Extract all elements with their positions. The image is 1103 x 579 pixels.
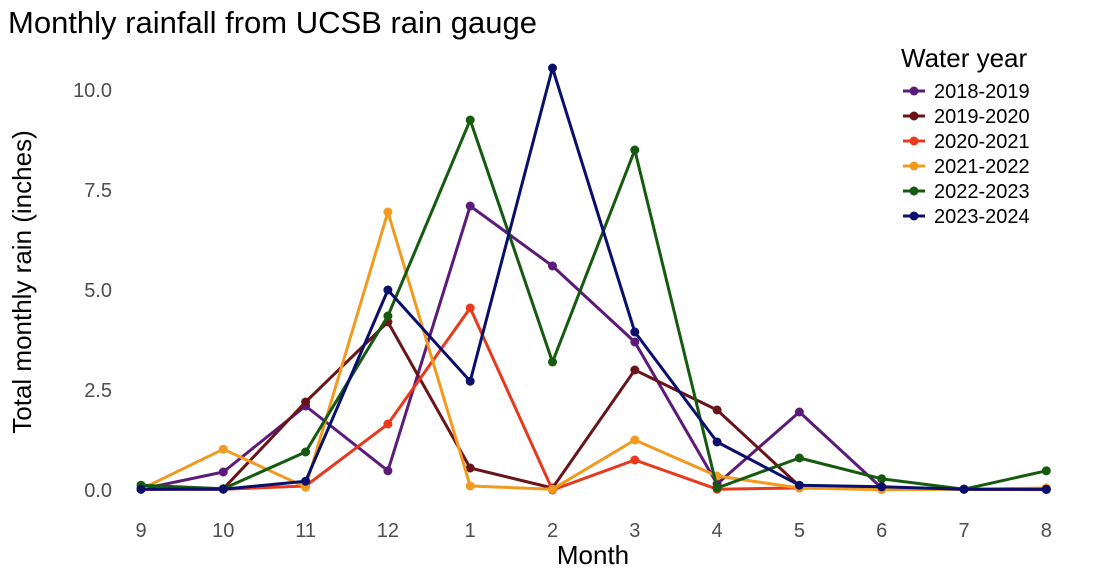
y-tick-label: 5.0 bbox=[84, 280, 112, 302]
data-point bbox=[465, 303, 475, 313]
legend-swatch-point bbox=[909, 86, 919, 96]
x-tick-label: 5 bbox=[794, 520, 805, 542]
series-line-2021-2022 bbox=[140, 210, 1047, 492]
x-tick-label: 10 bbox=[212, 520, 234, 542]
data-point bbox=[301, 447, 311, 457]
y-tick-label: 7.5 bbox=[84, 180, 112, 202]
series-line-2023-2024 bbox=[141, 66, 1047, 491]
data-point bbox=[959, 484, 969, 494]
legend-label: 2018-2019 bbox=[934, 81, 1030, 103]
data-point bbox=[301, 397, 311, 407]
x-tick-label: 8 bbox=[1041, 520, 1052, 542]
data-point bbox=[794, 407, 804, 417]
legend-items: 2018-2019 2019-2020 2020-2021 2021-2022 2022… bbox=[903, 81, 1030, 228]
x-tick-label: 9 bbox=[135, 520, 146, 542]
legend-label: 2019-2020 bbox=[934, 106, 1030, 128]
data-point bbox=[548, 63, 557, 73]
x-tick-label: 1 bbox=[465, 520, 476, 542]
data-point bbox=[877, 474, 887, 484]
y-axis-ticks: 0.0 2.5 5.0 7.5 10.0 bbox=[73, 80, 112, 502]
data-point bbox=[630, 365, 640, 375]
data-point bbox=[712, 437, 722, 447]
series-2018-2019 bbox=[136, 201, 1051, 495]
data-point bbox=[630, 145, 640, 155]
x-tick-label: 4 bbox=[712, 520, 723, 542]
data-point bbox=[630, 455, 640, 465]
data-point bbox=[218, 444, 228, 454]
data-point bbox=[630, 327, 640, 337]
data-point bbox=[383, 419, 393, 429]
data-point bbox=[712, 483, 722, 493]
legend-swatch-point bbox=[909, 136, 919, 146]
legend-item-2020-2021: 2020-2021 bbox=[903, 131, 1030, 153]
data-point bbox=[548, 357, 557, 367]
legend-title: Water year bbox=[901, 43, 1028, 73]
legend-item-2019-2020: 2019-2020 bbox=[903, 106, 1030, 128]
chart-title: Monthly rainfall from UCSB rain gauge bbox=[8, 5, 537, 40]
x-axis-title: Month bbox=[557, 540, 629, 570]
data-point bbox=[383, 207, 393, 217]
legend-swatch-point bbox=[909, 161, 919, 171]
legend-swatch-point bbox=[909, 211, 919, 221]
legend-label: 2021-2022 bbox=[934, 156, 1030, 178]
data-point bbox=[465, 201, 475, 211]
legend-item-2021-2022: 2021-2022 bbox=[903, 156, 1030, 178]
data-point bbox=[548, 484, 557, 494]
x-tick-label: 6 bbox=[876, 520, 887, 542]
data-point bbox=[383, 466, 393, 476]
legend-item-2023-2024: 2023-2024 bbox=[903, 206, 1030, 228]
series-line-2022-2023 bbox=[140, 118, 1047, 491]
data-point bbox=[218, 467, 228, 477]
data-point bbox=[465, 481, 475, 491]
x-axis-ticks: 9 10 11 12 1 2 3 4 5 6 7 8 bbox=[135, 520, 1051, 542]
data-point bbox=[794, 480, 804, 490]
data-point bbox=[465, 376, 475, 386]
x-tick-label: 7 bbox=[958, 520, 969, 542]
legend-item-2022-2023: 2022-2023 bbox=[903, 181, 1030, 203]
data-point bbox=[383, 311, 393, 321]
data-point bbox=[630, 337, 640, 347]
data-point bbox=[712, 405, 722, 415]
data-point bbox=[218, 484, 228, 494]
legend-label: 2020-2021 bbox=[934, 131, 1030, 153]
data-point bbox=[877, 482, 887, 492]
y-tick-label: 0.0 bbox=[84, 480, 112, 502]
x-tick-label: 11 bbox=[295, 520, 316, 542]
data-point bbox=[383, 285, 393, 295]
data-point bbox=[1041, 466, 1051, 476]
data-point bbox=[301, 476, 311, 486]
data-point bbox=[465, 115, 475, 125]
series-line-2020-2021 bbox=[141, 306, 1047, 492]
data-point bbox=[794, 453, 804, 463]
legend-swatch-point bbox=[909, 186, 919, 196]
y-tick-label: 2.5 bbox=[84, 380, 112, 402]
data-point bbox=[465, 463, 475, 473]
series-line-2018-2019 bbox=[140, 204, 1047, 492]
y-axis-title: Total monthly rain (inches) bbox=[7, 130, 37, 433]
legend-swatch-point bbox=[909, 111, 919, 121]
data-point bbox=[548, 261, 557, 271]
series-2023-2024 bbox=[136, 63, 1051, 494]
data-point bbox=[136, 484, 146, 494]
legend-item-2018-2019: 2018-2019 bbox=[903, 81, 1030, 103]
x-tick-label: 2 bbox=[547, 520, 558, 542]
legend: Water year 2018-20192019-20202020-202120… bbox=[901, 43, 1030, 228]
x-tick-label: 3 bbox=[629, 520, 640, 542]
series-2021-2022 bbox=[136, 207, 1051, 495]
legend-label: 2022-2023 bbox=[934, 181, 1030, 203]
x-tick-label: 12 bbox=[377, 520, 399, 542]
legend-label: 2023-2024 bbox=[934, 206, 1030, 228]
data-point bbox=[1041, 484, 1051, 494]
y-tick-label: 10.0 bbox=[73, 80, 112, 102]
data-point bbox=[630, 435, 640, 445]
series-layer bbox=[136, 63, 1051, 495]
